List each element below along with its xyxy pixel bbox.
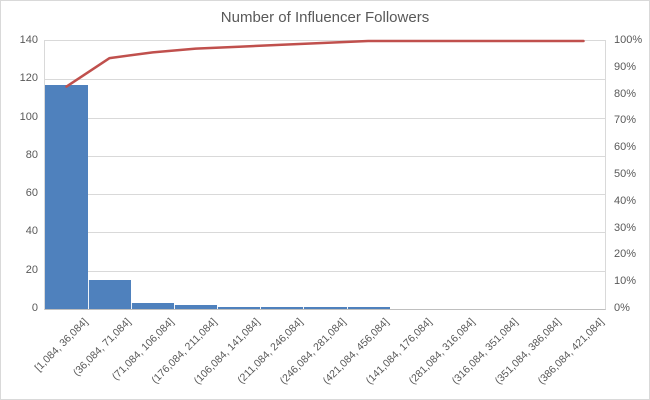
x-axis-category-label: (421,084, 456,084] [320, 316, 392, 387]
x-axis-category-label: (36,084, 71,084] [70, 316, 134, 379]
frequency-bar [260, 307, 304, 309]
gridline [45, 155, 605, 157]
right-axis-tick-label: 100% [614, 34, 643, 46]
gridline [45, 270, 605, 272]
gridline [45, 117, 605, 119]
left-axis-tick-label: 0 [31, 302, 38, 314]
left-axis-tick-label: 100 [19, 110, 38, 123]
frequency-bar [131, 303, 175, 309]
left-axis-tick-label: 40 [25, 225, 38, 238]
right-axis-tick-label: 0% [614, 302, 630, 314]
left-axis-tick-label: 140 [19, 34, 38, 46]
gridline [45, 79, 605, 81]
plot-area [44, 39, 606, 310]
x-axis-category-label: (316,084, 351,084] [449, 316, 521, 387]
x-axis-category-label: (141,084, 176,084] [363, 316, 435, 387]
left-axis-tick-label: 120 [19, 72, 38, 85]
cumulative-line-layer [65, 39, 585, 88]
x-axis-category-label: (211,084, 246,084] [235, 316, 306, 387]
right-axis-tick-label: 60% [614, 141, 637, 154]
right-axis-tick-label: 10% [614, 275, 637, 288]
chart-title: Number of Influencer Followers [220, 9, 430, 26]
frequency-bar [174, 305, 218, 309]
left-axis-tick-label: 60 [25, 187, 38, 200]
left-axis-tick-label: 80 [25, 148, 38, 161]
right-axis-tick-label: 40% [614, 194, 637, 207]
x-axis-category-label: (71,084, 106,084] [109, 316, 177, 383]
right-axis-tick-label: 70% [614, 114, 637, 127]
frequency-bar [45, 85, 89, 309]
x-axis-category-label: (386,084, 421,084] [536, 316, 607, 387]
x-axis-category-label: (106,084, 141,084] [191, 316, 263, 387]
gridline [45, 194, 605, 196]
right-axis-tick-label: 20% [614, 248, 637, 261]
cumulative-percent-line [65, 39, 585, 88]
x-axis-category-label: (281,084, 316,084] [406, 316, 478, 387]
x-axis-category-label: (176,084, 211,084] [148, 316, 220, 387]
frequency-bar [217, 307, 261, 309]
frequency-bar [346, 307, 390, 309]
left-axis-tick-label: 20 [25, 263, 38, 276]
x-axis-category-label: (246,084, 281,084] [277, 316, 349, 387]
right-axis-tick-label: 90% [614, 60, 637, 73]
x-axis-category-label: (351,084, 386,084] [493, 316, 564, 387]
right-axis-tick-label: 80% [614, 87, 637, 100]
right-axis-tick-label: 50% [614, 168, 637, 180]
right-axis-tick-label: 30% [614, 221, 637, 234]
frequency-bar [303, 307, 347, 309]
gridline [45, 232, 605, 234]
x-axis-category-label: [1,084, 36,084] [32, 316, 91, 375]
frequency-bar [88, 280, 132, 309]
